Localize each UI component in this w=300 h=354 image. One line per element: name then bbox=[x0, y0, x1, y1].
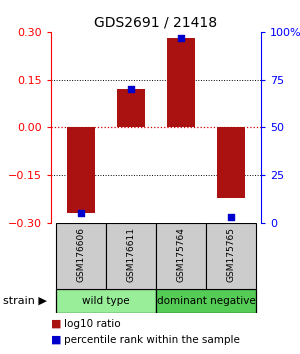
Title: GDS2691 / 21418: GDS2691 / 21418 bbox=[94, 15, 218, 29]
Text: percentile rank within the sample: percentile rank within the sample bbox=[64, 335, 240, 345]
Text: GSM175764: GSM175764 bbox=[176, 227, 185, 282]
Text: dominant negative: dominant negative bbox=[157, 296, 255, 306]
Text: GSM176611: GSM176611 bbox=[127, 227, 136, 282]
Point bbox=[178, 35, 183, 40]
Bar bbox=[56, 289, 156, 313]
Text: GSM176606: GSM176606 bbox=[76, 227, 85, 282]
Point bbox=[229, 215, 233, 220]
Text: ■: ■ bbox=[51, 335, 62, 345]
Bar bbox=[167, 38, 195, 127]
Text: wild type: wild type bbox=[82, 296, 130, 306]
Text: GSM175765: GSM175765 bbox=[226, 227, 236, 282]
Bar bbox=[206, 223, 256, 289]
Point bbox=[129, 86, 134, 92]
Bar bbox=[217, 127, 245, 198]
Text: log10 ratio: log10 ratio bbox=[64, 319, 121, 329]
Bar bbox=[106, 223, 156, 289]
Bar bbox=[156, 223, 206, 289]
Text: ■: ■ bbox=[51, 319, 62, 329]
Bar bbox=[117, 89, 145, 127]
Point bbox=[79, 211, 83, 216]
Bar bbox=[156, 289, 256, 313]
Bar bbox=[56, 223, 106, 289]
Text: strain ▶: strain ▶ bbox=[3, 296, 47, 306]
Bar bbox=[67, 127, 95, 213]
